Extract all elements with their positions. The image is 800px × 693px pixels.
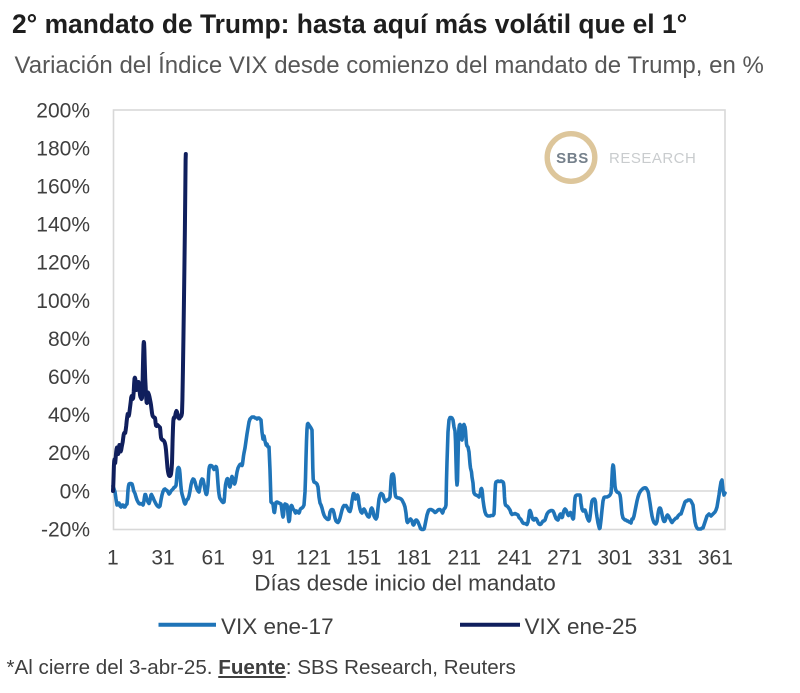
svg-text:100%: 100% xyxy=(36,290,90,313)
svg-text:Días desde inicio del mandato: Días desde inicio del mandato xyxy=(254,571,555,596)
svg-text:RESEARCH: RESEARCH xyxy=(609,150,696,167)
svg-text:301: 301 xyxy=(597,547,632,570)
svg-text:331: 331 xyxy=(648,547,683,570)
svg-text:151: 151 xyxy=(346,547,381,570)
svg-text:VIX ene-25: VIX ene-25 xyxy=(525,614,638,639)
svg-text:31: 31 xyxy=(151,547,174,570)
svg-text:91: 91 xyxy=(252,547,275,570)
svg-text:120%: 120% xyxy=(36,252,90,275)
svg-text:211: 211 xyxy=(448,547,481,570)
svg-text:241: 241 xyxy=(497,547,532,570)
svg-text:1: 1 xyxy=(107,547,119,570)
svg-text:-20%: -20% xyxy=(41,518,90,541)
svg-text:361: 361 xyxy=(698,547,733,570)
svg-text:160%: 160% xyxy=(36,176,90,199)
svg-text:VIX ene-17: VIX ene-17 xyxy=(221,614,334,639)
svg-text:180%: 180% xyxy=(36,137,90,160)
svg-text:40%: 40% xyxy=(48,404,90,427)
svg-text:20%: 20% xyxy=(48,442,90,465)
svg-text:0%: 0% xyxy=(60,480,90,503)
svg-text:SBS: SBS xyxy=(556,150,589,167)
svg-text:271: 271 xyxy=(547,547,582,570)
svg-text:140%: 140% xyxy=(36,214,90,237)
svg-text:60%: 60% xyxy=(48,366,90,389)
svg-text:121: 121 xyxy=(296,547,331,570)
svg-text:200%: 200% xyxy=(36,99,90,122)
svg-text:181: 181 xyxy=(397,547,432,570)
svg-text:80%: 80% xyxy=(48,328,90,351)
svg-text:61: 61 xyxy=(202,547,225,570)
